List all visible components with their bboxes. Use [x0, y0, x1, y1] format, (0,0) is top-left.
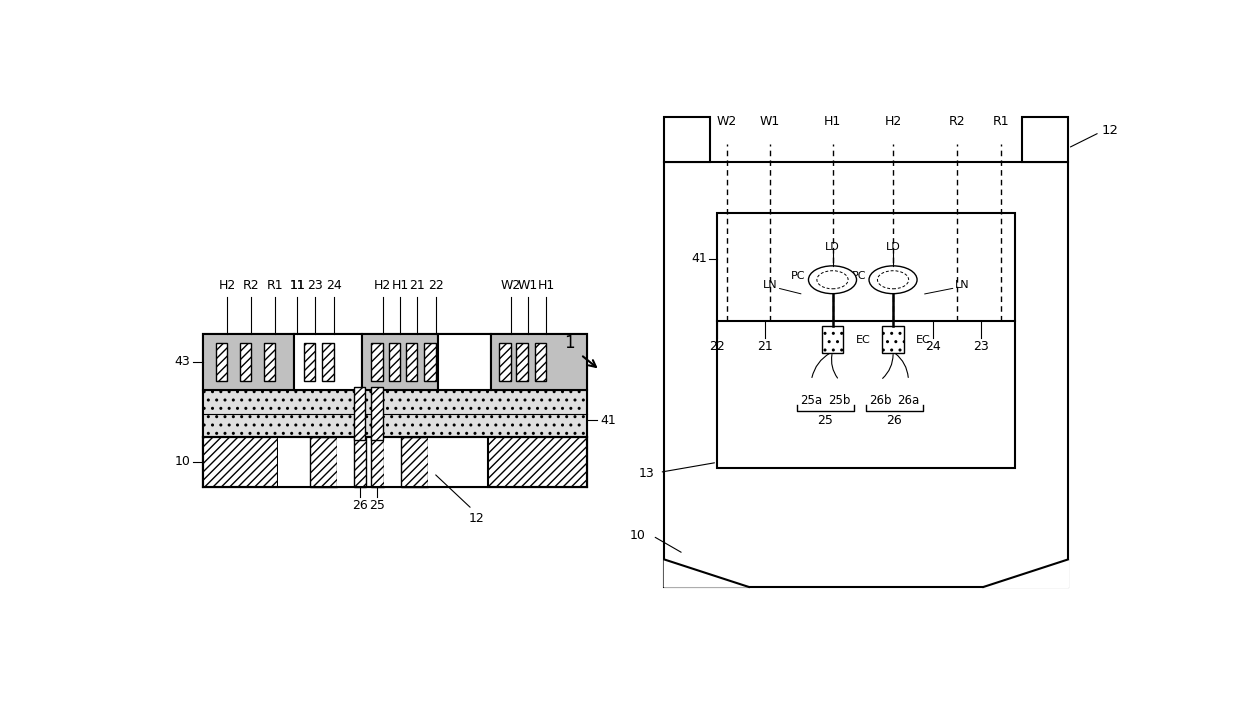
- Text: 26: 26: [352, 499, 367, 512]
- Text: 25b: 25b: [828, 394, 851, 407]
- Text: 1: 1: [564, 334, 575, 352]
- Text: LD: LD: [885, 242, 900, 252]
- Text: 21: 21: [409, 279, 425, 292]
- Bar: [371, 343, 383, 380]
- Bar: [516, 343, 528, 380]
- Text: 11: 11: [289, 279, 305, 292]
- Text: 25: 25: [817, 414, 833, 427]
- Text: LD: LD: [825, 242, 839, 252]
- Text: 26b: 26b: [869, 394, 892, 407]
- Text: 23: 23: [973, 340, 990, 353]
- Bar: [487, 437, 588, 487]
- Text: W2: W2: [501, 279, 521, 292]
- Bar: [203, 390, 588, 437]
- Text: H2: H2: [374, 279, 392, 292]
- Text: R1: R1: [992, 115, 1009, 128]
- Text: 41: 41: [600, 414, 616, 427]
- Bar: [428, 437, 487, 487]
- Bar: [216, 343, 227, 380]
- Text: W1: W1: [518, 279, 538, 292]
- Circle shape: [869, 266, 918, 294]
- Bar: [278, 437, 310, 487]
- Bar: [371, 437, 383, 487]
- Bar: [405, 343, 418, 380]
- Bar: [883, 326, 904, 354]
- Text: 11: 11: [289, 279, 305, 292]
- Bar: [388, 343, 401, 380]
- Bar: [424, 343, 435, 380]
- Bar: [371, 387, 383, 440]
- Bar: [665, 162, 1068, 587]
- Bar: [353, 387, 366, 440]
- Bar: [203, 437, 278, 487]
- Bar: [310, 437, 336, 487]
- Bar: [401, 437, 428, 487]
- Text: 10: 10: [629, 529, 645, 542]
- Bar: [1022, 117, 1068, 162]
- Text: H1: H1: [823, 115, 841, 128]
- Polygon shape: [665, 560, 749, 587]
- Text: 12: 12: [1101, 123, 1118, 136]
- Bar: [822, 326, 843, 354]
- Bar: [383, 437, 401, 487]
- Text: 21: 21: [758, 340, 773, 353]
- Bar: [353, 437, 367, 487]
- Text: 25a: 25a: [800, 394, 822, 407]
- Circle shape: [808, 266, 857, 294]
- Bar: [203, 334, 294, 390]
- Text: 26a: 26a: [898, 394, 920, 407]
- Text: EC: EC: [916, 334, 931, 344]
- Text: 24: 24: [925, 340, 941, 353]
- Bar: [362, 334, 439, 390]
- Bar: [665, 117, 711, 162]
- Bar: [439, 334, 491, 390]
- Text: W1: W1: [760, 115, 780, 128]
- Text: 25: 25: [370, 499, 384, 512]
- Polygon shape: [983, 560, 1068, 587]
- Bar: [264, 343, 275, 380]
- Bar: [717, 213, 1016, 468]
- Text: PC: PC: [791, 271, 806, 281]
- Text: LN: LN: [955, 280, 970, 290]
- Text: 26: 26: [887, 414, 903, 427]
- Text: R2: R2: [243, 279, 259, 292]
- Bar: [203, 334, 588, 487]
- Bar: [294, 334, 362, 390]
- Text: R1: R1: [267, 279, 284, 292]
- Bar: [322, 343, 334, 380]
- Bar: [239, 343, 250, 380]
- Text: H2: H2: [884, 115, 901, 128]
- Text: 22: 22: [428, 279, 444, 292]
- Text: 24: 24: [326, 279, 342, 292]
- Text: 10: 10: [175, 456, 191, 469]
- Text: R2: R2: [949, 115, 966, 128]
- Text: 41: 41: [692, 252, 708, 265]
- Bar: [491, 334, 588, 390]
- Text: EC: EC: [856, 334, 870, 344]
- Text: 23: 23: [308, 279, 324, 292]
- Text: W2: W2: [717, 115, 737, 128]
- Text: 22: 22: [709, 340, 725, 353]
- Bar: [498, 343, 511, 380]
- Text: H1: H1: [392, 279, 409, 292]
- Text: 13: 13: [639, 467, 655, 480]
- Text: 43: 43: [175, 355, 191, 368]
- Text: H2: H2: [218, 279, 236, 292]
- Bar: [336, 437, 353, 487]
- Text: H1: H1: [537, 279, 554, 292]
- Text: PC: PC: [852, 271, 866, 281]
- Text: 12: 12: [469, 512, 485, 525]
- Bar: [304, 343, 315, 380]
- Bar: [534, 343, 546, 380]
- Text: LN: LN: [763, 280, 777, 290]
